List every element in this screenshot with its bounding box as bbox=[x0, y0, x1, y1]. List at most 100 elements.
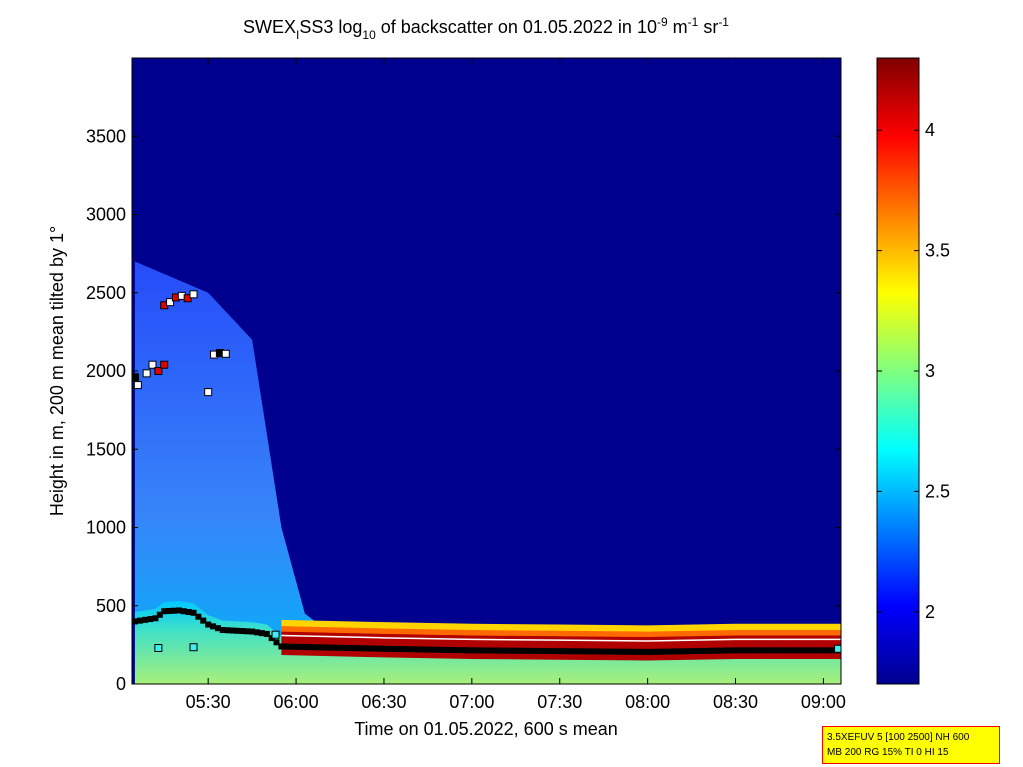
black-marker bbox=[468, 647, 475, 654]
black-marker bbox=[610, 648, 617, 655]
black-marker bbox=[390, 645, 397, 652]
square-marker-white bbox=[221, 349, 230, 358]
black-marker bbox=[727, 647, 734, 654]
black-marker bbox=[586, 648, 593, 655]
black-marker bbox=[244, 628, 251, 635]
black-marker bbox=[337, 644, 344, 651]
x-tick-label: 06:00 bbox=[274, 692, 319, 712]
y-axis: 0 500 1000 1500 2000 2500 3000 3500 bbox=[86, 126, 841, 694]
black-marker bbox=[327, 644, 334, 651]
black-marker bbox=[503, 647, 510, 654]
black-marker bbox=[551, 648, 558, 655]
black-marker bbox=[772, 647, 779, 654]
black-marker bbox=[297, 643, 304, 650]
black-marker bbox=[683, 648, 690, 655]
black-marker bbox=[142, 616, 149, 623]
black-marker bbox=[293, 643, 300, 650]
black-marker bbox=[249, 628, 256, 635]
black-marker bbox=[625, 648, 632, 655]
black-marker bbox=[600, 648, 607, 655]
chart-title: SWEXISS3 log10 of backscatter on 01.05.2… bbox=[243, 15, 729, 42]
black-marker bbox=[395, 646, 402, 653]
y-tick-label: 2500 bbox=[86, 283, 126, 303]
white-trace-line bbox=[281, 634, 841, 642]
black-marker bbox=[278, 643, 285, 650]
black-marker bbox=[322, 644, 329, 651]
black-marker bbox=[380, 645, 387, 652]
x-axis-label: Time on 01.05.2022, 600 s mean bbox=[354, 719, 618, 739]
black-marker bbox=[693, 648, 700, 655]
black-marker bbox=[376, 645, 383, 652]
black-marker bbox=[166, 607, 173, 614]
info-line-2: MB 200 RG 15% TI 0 HI 15 bbox=[827, 747, 949, 758]
black-marker bbox=[767, 647, 774, 654]
black-marker bbox=[317, 644, 324, 651]
y-tick-label: 1500 bbox=[86, 439, 126, 459]
black-marker bbox=[802, 647, 809, 654]
heatmap-plot-area bbox=[132, 58, 841, 684]
colorbar-tick-label: 4 bbox=[925, 120, 935, 140]
black-marker bbox=[415, 646, 422, 653]
black-marker bbox=[708, 647, 715, 654]
black-marker bbox=[190, 609, 197, 616]
black-marker bbox=[782, 647, 789, 654]
y-tick-label: 3500 bbox=[86, 126, 126, 146]
black-marker bbox=[812, 647, 819, 654]
black-marker bbox=[546, 648, 553, 655]
black-marker bbox=[205, 621, 212, 628]
black-marker bbox=[512, 647, 519, 654]
black-marker bbox=[258, 630, 265, 637]
black-marker bbox=[434, 646, 441, 653]
square-marker-white bbox=[166, 298, 175, 307]
x-tick-label: 08:30 bbox=[713, 692, 758, 712]
black-marker bbox=[629, 648, 636, 655]
black-marker bbox=[620, 648, 627, 655]
black-marker bbox=[229, 627, 236, 634]
black-marker bbox=[590, 648, 597, 655]
black-marker bbox=[366, 645, 373, 652]
black-marker bbox=[312, 644, 319, 651]
black-marker bbox=[822, 647, 829, 654]
black-marker bbox=[787, 647, 794, 654]
colorbar-gradient bbox=[877, 58, 919, 684]
black-marker bbox=[341, 644, 348, 651]
colorbar: 2 2.5 3 3.5 4 bbox=[876, 57, 950, 685]
black-marker bbox=[673, 648, 680, 655]
black-marker bbox=[307, 644, 314, 651]
black-marker bbox=[400, 646, 407, 653]
black-marker bbox=[703, 647, 710, 654]
black-marker bbox=[132, 618, 138, 625]
black-marker bbox=[224, 627, 231, 634]
square-marker-black bbox=[132, 373, 139, 382]
black-marker bbox=[473, 647, 480, 654]
black-marker bbox=[161, 608, 168, 615]
black-marker bbox=[498, 647, 505, 654]
black-marker bbox=[214, 625, 221, 632]
square-marker-red bbox=[160, 360, 169, 369]
y-tick-label: 3000 bbox=[86, 205, 126, 225]
black-marker bbox=[561, 648, 568, 655]
x-tick-label: 07:00 bbox=[449, 692, 494, 712]
black-marker bbox=[654, 648, 661, 655]
black-marker bbox=[659, 648, 666, 655]
black-marker bbox=[615, 648, 622, 655]
black-marker bbox=[346, 645, 353, 652]
black-marker bbox=[717, 647, 724, 654]
info-line-1: 3.5XEFUV 5 [100 2500] NH 600 bbox=[827, 732, 970, 743]
black-marker bbox=[517, 647, 524, 654]
black-marker bbox=[234, 627, 241, 634]
black-marker bbox=[137, 617, 144, 624]
black-marker bbox=[332, 644, 339, 651]
black-marker bbox=[444, 646, 451, 653]
black-marker bbox=[639, 648, 646, 655]
colorbar-tick-label: 2 bbox=[925, 602, 935, 622]
black-marker bbox=[219, 627, 226, 634]
black-marker bbox=[405, 646, 412, 653]
black-marker bbox=[556, 648, 563, 655]
x-tick-label: 07:30 bbox=[537, 692, 582, 712]
black-marker bbox=[351, 645, 358, 652]
black-marker bbox=[817, 647, 824, 654]
black-marker bbox=[156, 611, 163, 618]
black-marker bbox=[288, 643, 295, 650]
